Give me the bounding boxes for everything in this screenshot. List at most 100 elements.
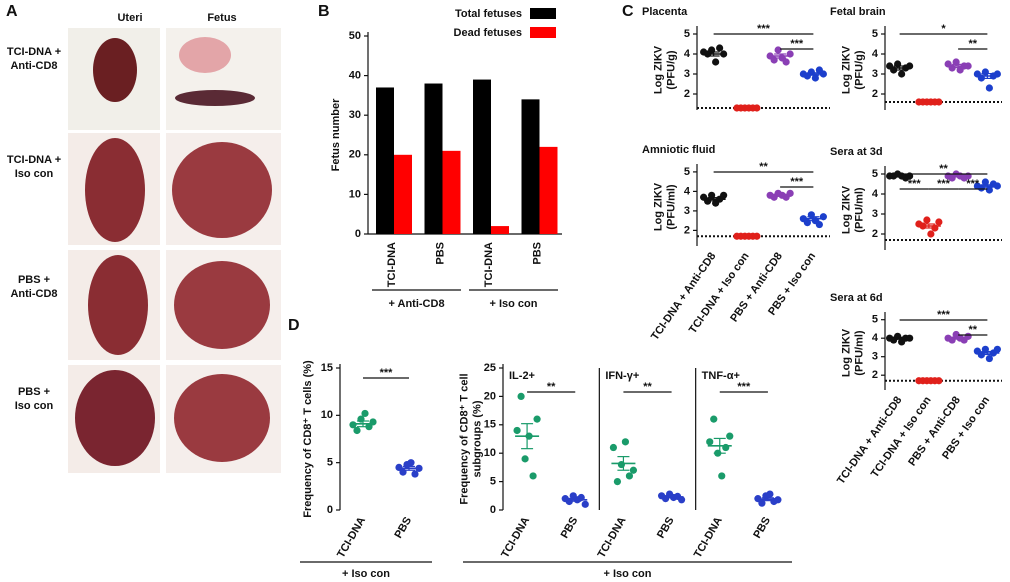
dot [952,58,960,66]
x-tick-label: PBS [532,242,544,265]
x-tick-label: PBS [655,515,677,541]
y-tick-label: 50 [349,30,361,42]
photo [75,370,155,466]
y-tick-label: 0 [327,504,333,516]
dot [766,490,774,498]
significance-label: ** [939,163,948,175]
chart-title: Placenta [642,6,688,18]
y-tick-label: 2 [684,88,690,100]
y-tick-label: 4 [872,332,879,344]
y-tick-label: 5 [872,314,878,326]
y-axis-label: (PFU/ml) [665,184,677,230]
y-tick-label: 3 [872,351,878,363]
dot [710,415,718,423]
y-axis-label: (PFU/ml) [853,187,865,233]
bar [442,150,461,234]
dot [985,186,993,194]
chart-title: Sera at 6d [830,292,883,304]
dot [621,438,630,446]
y-tick-label: 0 [355,228,361,240]
y-tick-label: 5 [684,28,690,40]
y-tick-label: 15 [484,419,496,431]
y-tick-label: 2 [872,88,878,100]
dot [720,191,728,199]
y-tick-label: 25 [484,362,496,374]
y-tick-label: 4 [872,188,879,200]
dot [985,354,993,363]
legend-swatch [530,8,556,19]
photo [174,261,270,349]
bar [376,87,394,234]
y-axis-label: Log ZIKV [652,45,664,94]
dot [349,421,357,429]
significance-label: *** [937,178,951,190]
y-axis-label: Frequency of CD8⁺ T cells (%) [302,360,314,518]
y-tick-label: 3 [684,68,690,80]
dot [361,409,369,418]
x-tick-label: TCI-DNA + Anti-CD8 [649,251,718,343]
group-label: + Anti-CD8 [388,298,444,310]
dot [815,220,823,229]
dot [581,500,589,508]
row-label: PBS + [18,386,50,398]
row-label: TCI-DNA + [7,154,61,166]
y-tick-label: 5 [684,166,690,178]
dot [533,415,541,423]
significance-label: *** [737,381,751,393]
dot [718,472,726,480]
chart-title: Fetal brain [830,6,886,18]
significance-label: *** [757,23,771,35]
photo [93,38,137,102]
dot [625,472,634,480]
significance-label: *** [790,176,804,188]
x-tick-label: TCI-DNA [483,242,495,287]
row-label: TCI-DNA + [7,46,61,58]
y-tick-label: 2 [684,224,690,236]
photo [175,90,255,106]
dot [726,432,734,440]
legend-swatch [530,27,556,38]
y-axis-label: Frequency of CD8⁺ T cell [458,373,470,504]
bar [539,146,558,234]
group-label: + Iso con [604,568,652,580]
y-tick-label: 30 [349,109,361,121]
dot [712,58,720,66]
y-tick-label: 3 [872,208,878,220]
row-label: PBS + [18,274,50,286]
row-label: Iso con [15,400,54,412]
x-tick-label: TCI-DNA + Iso con [687,250,752,336]
x-tick-label: PBS [559,515,581,541]
group-label: + Iso con [342,568,390,580]
chart-title: Sera at 3d [830,146,883,158]
x-tick-label: TCI-DNA [499,515,532,560]
dot [935,218,943,226]
significance-label: ** [643,381,652,393]
y-tick-label: 20 [484,390,496,402]
column-title: Uteri [117,12,142,24]
y-tick-label: 2 [872,228,878,240]
dot [898,70,906,78]
photo [172,142,272,238]
dot [981,178,989,186]
dot [399,468,407,476]
y-axis-label: Log ZIKV [652,182,664,231]
significance-label: * [941,23,946,35]
y-tick-label: 40 [349,70,361,82]
dot [774,46,782,54]
dot [782,58,790,66]
dot [395,463,403,471]
dot [411,470,419,478]
y-tick-label: 20 [349,149,361,161]
dot [613,478,622,486]
x-tick-label: PBS [435,242,447,265]
y-axis-label: (PFU/g) [665,50,677,89]
y-tick-label: 10 [349,188,361,200]
x-tick-label: PBS [751,515,773,541]
dot [706,438,714,446]
y-tick-label: 5 [490,476,496,488]
legend-label: Total fetuses [455,8,522,20]
dot [985,84,993,92]
chart-title: IL-2+ [509,370,535,382]
